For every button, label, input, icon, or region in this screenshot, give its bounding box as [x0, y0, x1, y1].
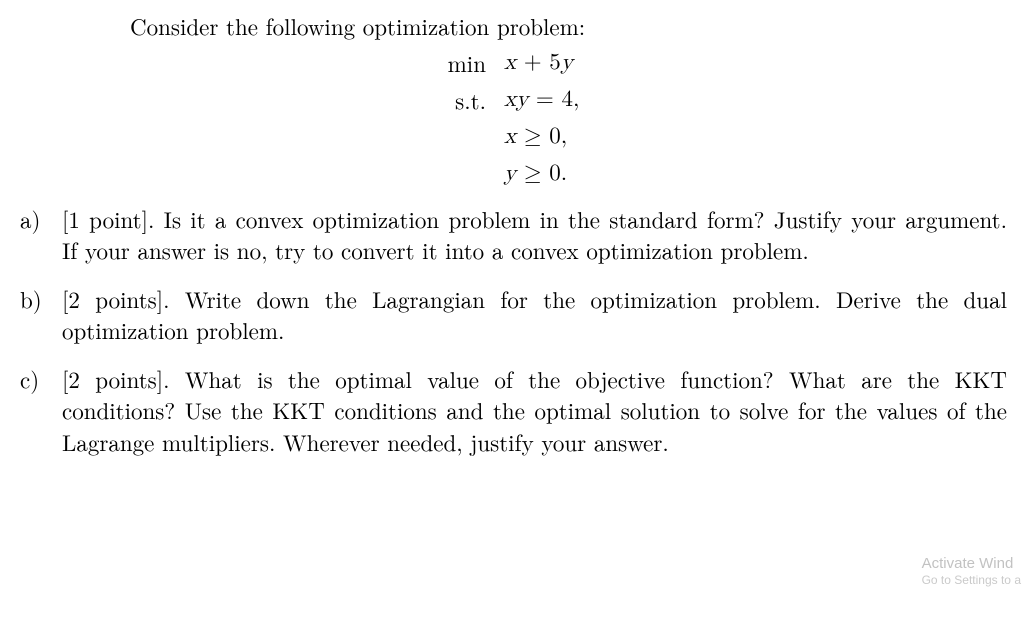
math-constraint-1: xy = 4,: [504, 84, 579, 115]
part-b: b) [2 points]. Write down the Lagrangian…: [20, 283, 1007, 345]
watermark-line2: Go to Settings to a: [922, 573, 1021, 587]
part-body-a: [1 point]. Is it a convex optimization p…: [62, 203, 1007, 265]
part-label-a: a): [20, 203, 62, 265]
problem-content: Consider the following optimization prob…: [0, 0, 1027, 457]
math-constraint-2: x ≥ 0,: [504, 121, 579, 152]
math-label-st: s.t.: [448, 84, 486, 115]
math-grid: min x + 5y s.t. xy = 4, x ≥ 0, y ≥ 0.: [448, 47, 580, 189]
part-label-c: c): [20, 363, 62, 456]
windows-activation-watermark: Activate Wind Go to Settings to a: [922, 555, 1021, 587]
math-constraint-3: y ≥ 0.: [504, 158, 579, 189]
part-label-b: b): [20, 283, 62, 345]
math-objective: x + 5y: [504, 47, 579, 78]
part-a: a) [1 point]. Is it a convex optimizatio…: [20, 203, 1007, 265]
part-body-b: [2 points]. Write down the Lagrangian fo…: [62, 283, 1007, 345]
watermark-line1: Activate Wind: [922, 555, 1021, 573]
math-label-min: min: [448, 47, 486, 78]
problem-intro: Consider the following optimization prob…: [130, 10, 1007, 41]
parts-list: a) [1 point]. Is it a convex optimizatio…: [20, 203, 1007, 456]
math-block: min x + 5y s.t. xy = 4, x ≥ 0, y ≥ 0.: [20, 47, 1007, 189]
part-c: c) [2 points]. What is the optimal value…: [20, 363, 1007, 456]
part-body-c: [2 points]. What is the optimal value of…: [62, 363, 1007, 456]
